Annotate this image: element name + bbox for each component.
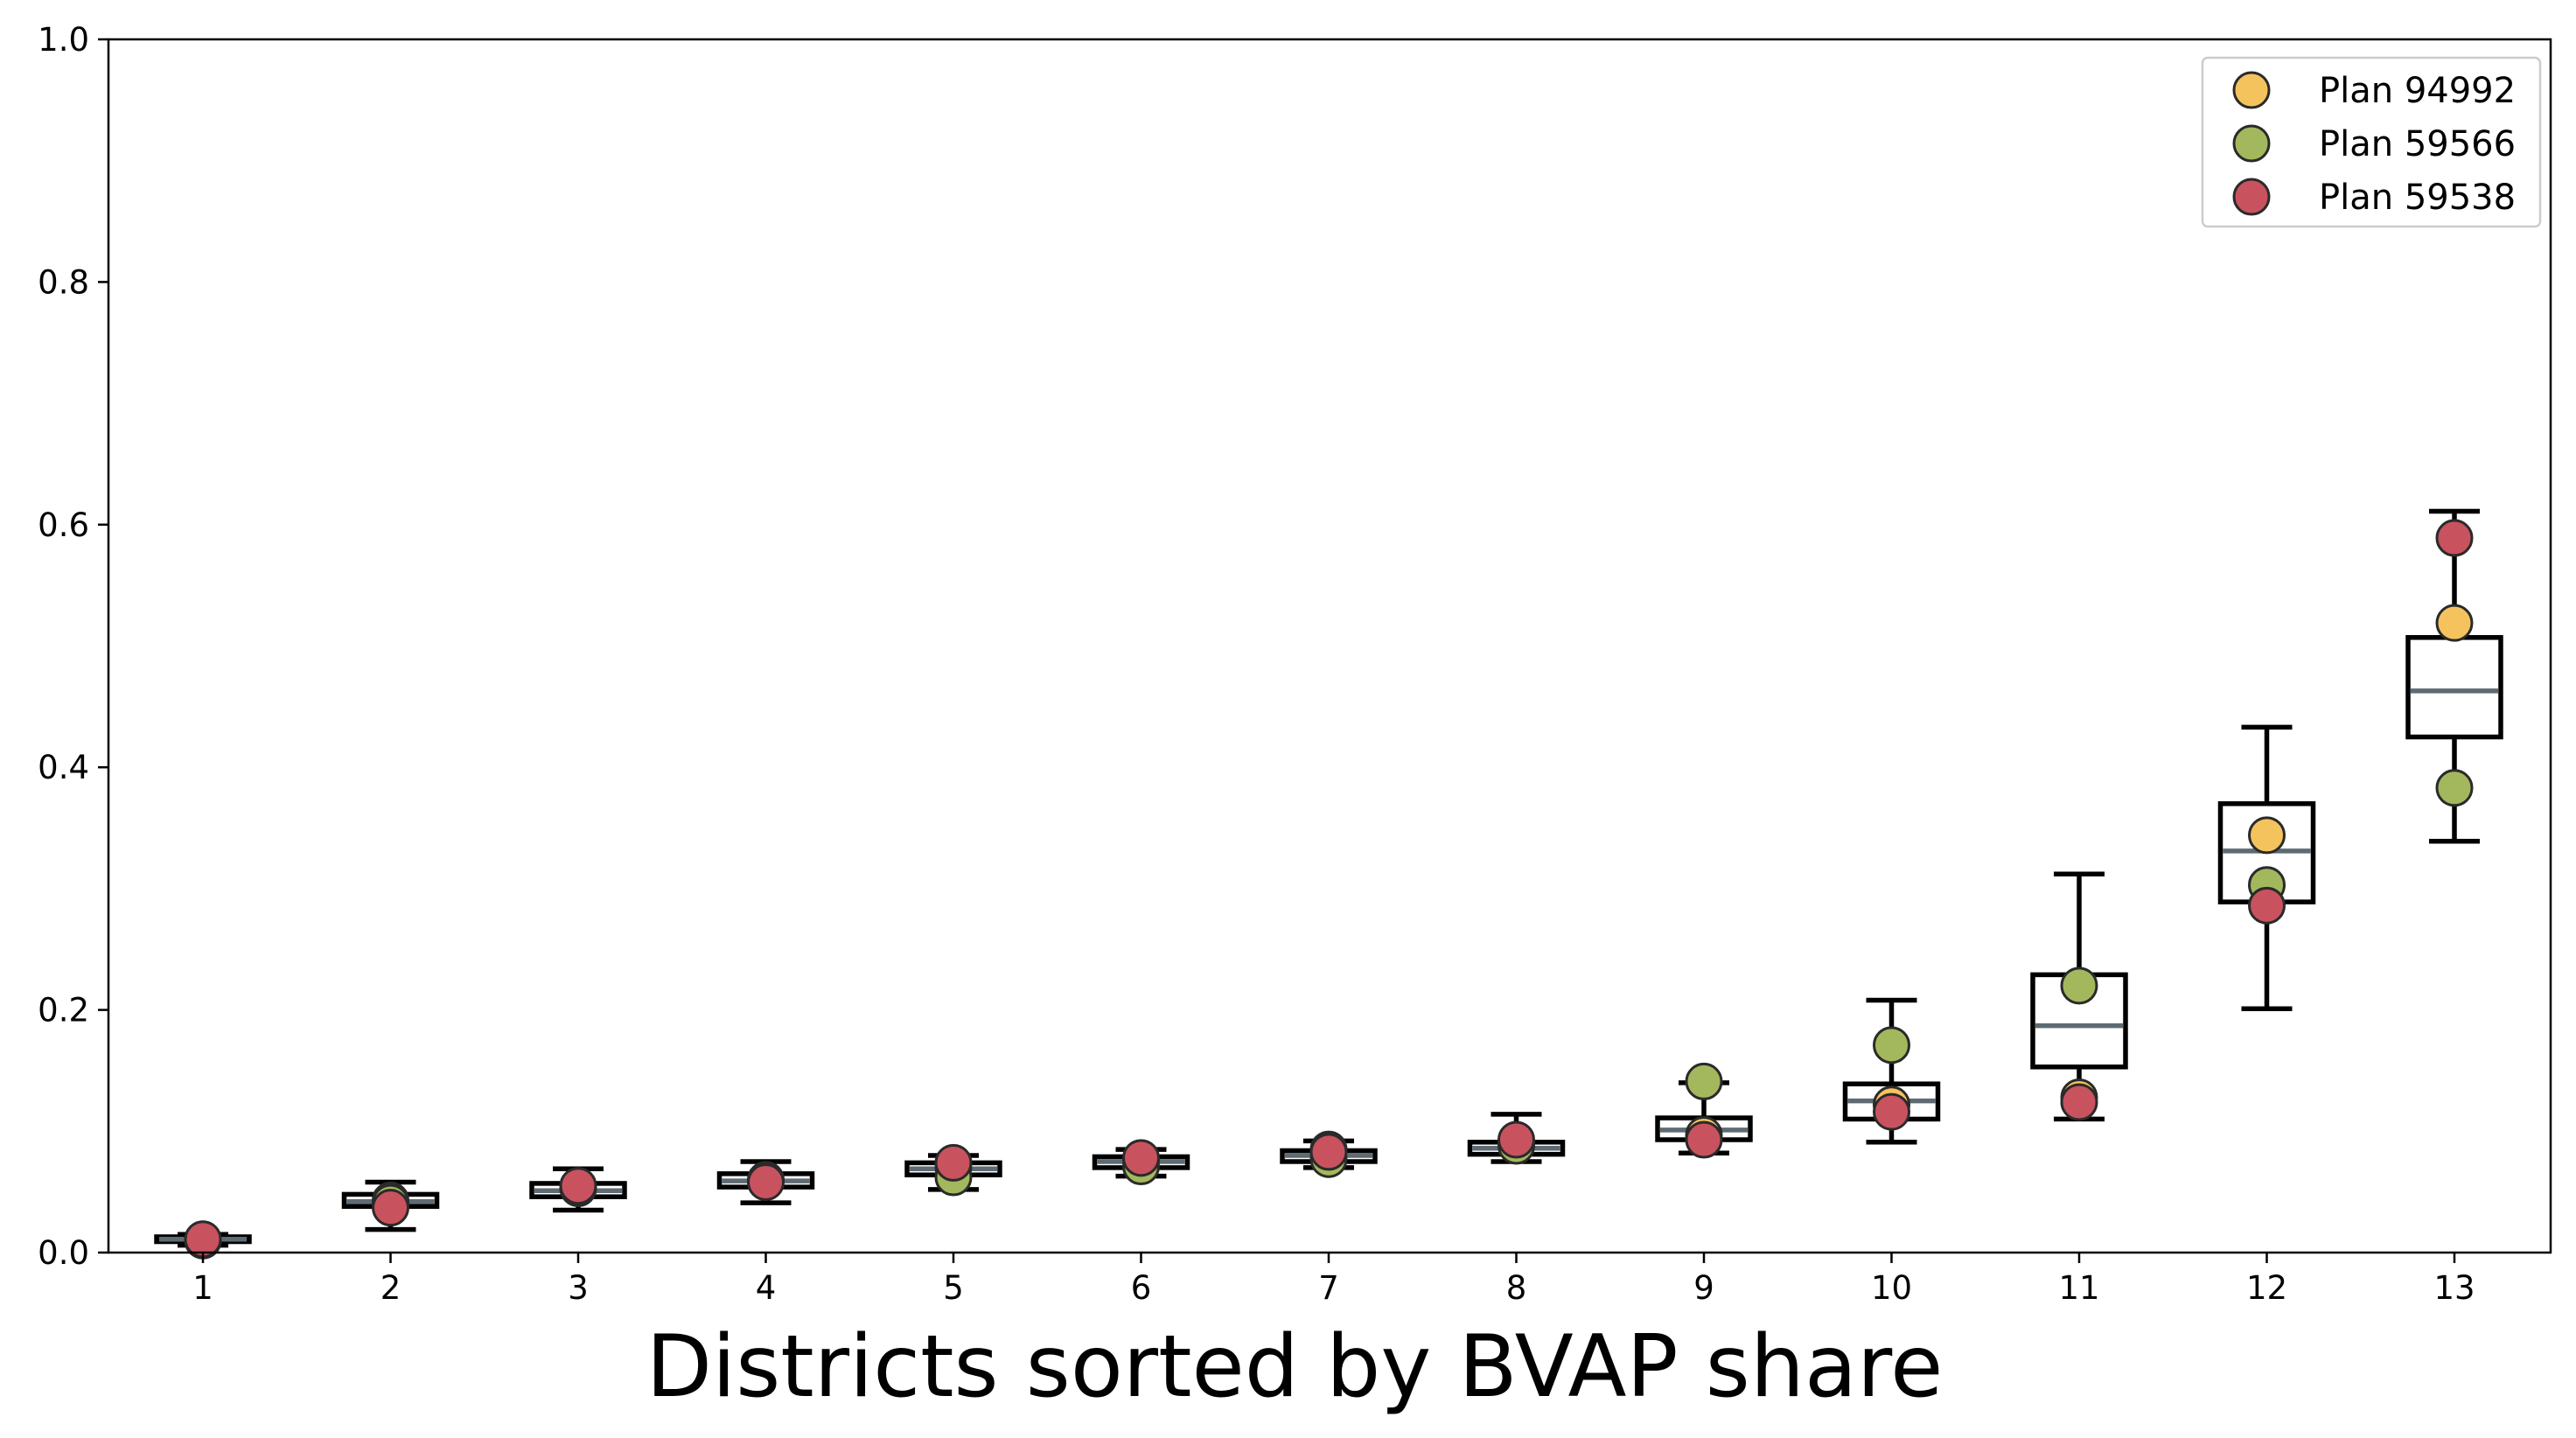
x-tick-label: 2 bbox=[380, 1269, 401, 1307]
legend-label: Plan 59538 bbox=[2319, 178, 2516, 218]
data-point bbox=[934, 1143, 973, 1182]
x-tick-label: 10 bbox=[1871, 1269, 1912, 1307]
box-body bbox=[2405, 635, 2503, 740]
x-tick-label: 13 bbox=[2433, 1269, 2475, 1307]
data-point bbox=[1685, 1062, 1723, 1100]
legend-marker bbox=[2232, 71, 2271, 109]
legend-label: Plan 94992 bbox=[2319, 71, 2516, 111]
data-point bbox=[1497, 1120, 1535, 1159]
x-tick-label: 8 bbox=[1506, 1269, 1527, 1307]
data-point bbox=[184, 1220, 222, 1259]
legend-marker bbox=[2232, 124, 2271, 163]
legend-label: Plan 59566 bbox=[2319, 124, 2516, 164]
x-tick-label: 1 bbox=[192, 1269, 213, 1307]
legend: Plan 94992 Plan 59566 Plan 59538 bbox=[2201, 56, 2542, 228]
x-tick-label: 9 bbox=[1693, 1269, 1714, 1307]
data-point bbox=[372, 1189, 409, 1227]
data-point bbox=[2248, 816, 2286, 855]
legend-marker bbox=[2232, 178, 2271, 216]
data-point bbox=[1873, 1026, 1910, 1065]
y-tick-label: 1.0 bbox=[38, 21, 89, 59]
points-group bbox=[184, 519, 2474, 1260]
data-point bbox=[747, 1163, 785, 1202]
data-point bbox=[1873, 1092, 1910, 1131]
data-point bbox=[2435, 519, 2474, 557]
data-point bbox=[2248, 886, 2286, 925]
x-tick-label: 11 bbox=[2058, 1269, 2099, 1307]
legend-frame bbox=[2201, 56, 2542, 228]
x-axis: 1 2 3 4 5 6 7 8 9 10 11 12 13 bbox=[192, 1253, 2475, 1307]
y-tick-label: 0.0 bbox=[38, 1234, 89, 1272]
x-tick-label: 5 bbox=[943, 1269, 964, 1307]
y-tick-label: 0.2 bbox=[38, 992, 89, 1030]
data-point bbox=[2060, 1083, 2098, 1121]
data-point bbox=[2435, 604, 2474, 642]
data-point bbox=[2435, 769, 2474, 807]
y-tick-label: 0.6 bbox=[38, 506, 89, 544]
data-point bbox=[559, 1167, 597, 1205]
data-point bbox=[1685, 1120, 1723, 1159]
data-point bbox=[1122, 1139, 1160, 1177]
x-tick-label: 4 bbox=[756, 1269, 777, 1307]
x-tick-label: 12 bbox=[2246, 1269, 2287, 1307]
y-tick-label: 0.8 bbox=[38, 263, 89, 301]
x-tick-label: 7 bbox=[1318, 1269, 1339, 1307]
x-tick-label: 3 bbox=[568, 1269, 589, 1307]
data-point bbox=[2060, 967, 2098, 1005]
data-point bbox=[1309, 1133, 1348, 1171]
x-tick-label: 6 bbox=[1131, 1269, 1152, 1307]
y-axis: 0.0 0.2 0.4 0.6 0.8 1.0 bbox=[38, 21, 108, 1272]
y-tick-label: 0.4 bbox=[38, 749, 89, 786]
series-plan-59538 bbox=[184, 519, 2474, 1259]
x-axis-label: Districts sorted by BVAP share bbox=[646, 1317, 1944, 1417]
